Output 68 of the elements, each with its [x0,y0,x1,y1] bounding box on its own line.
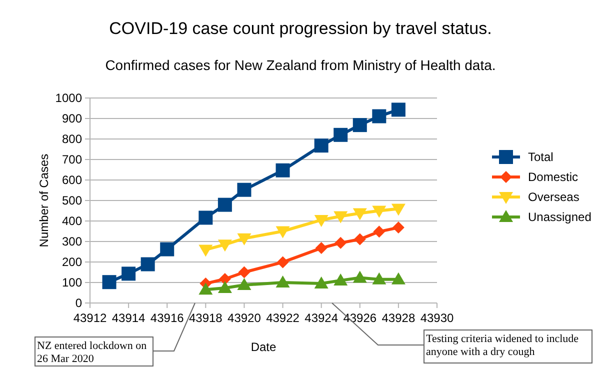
point [352,208,367,220]
point [334,273,348,286]
x-tick-label: 43912 [73,311,108,325]
y-tick-label: 400 [62,214,82,228]
point [218,198,232,212]
point [352,270,367,283]
point [276,163,290,178]
y-tick-label: 700 [62,152,82,166]
point [276,256,289,268]
y-tick-label: 1000 [55,91,82,105]
point [237,233,252,246]
text: Testing criteria widened to include anyone with a dry cough [426,333,579,358]
point [334,211,348,224]
point [237,278,252,290]
y-tick-label: 500 [62,194,82,208]
x-tick-label: 43920 [228,311,262,325]
x-axis-title: Date [250,340,276,354]
point [391,204,406,216]
point [372,272,386,284]
point [198,210,213,225]
point [372,206,386,218]
point [314,276,328,289]
point [314,214,328,227]
legend-label: Overseas [528,190,580,204]
x-tick-label: 43924 [304,311,338,325]
text: NZ entered lockdown on 26 Mar 2020 [37,340,148,365]
point [314,138,328,153]
x-tick-label: 43922 [266,311,300,325]
legend-label: Unassigned [528,210,592,224]
point [391,102,406,117]
point [373,226,386,238]
point [276,276,290,288]
point [334,128,348,142]
point [352,118,367,132]
point [160,242,174,256]
point [238,266,250,278]
point [354,233,366,246]
y-tick-label: 600 [62,173,82,187]
y-tick-label: 800 [62,132,82,146]
chart-subtitle: Confirmed cases for New Zealand from Ministry of Health data. [105,57,496,73]
y-tick-label: 900 [62,112,82,126]
x-tick-label: 43918 [188,311,223,325]
x-tick-label: 43916 [150,311,184,325]
point [198,282,213,295]
point [102,275,116,290]
point [372,109,386,124]
point [198,244,213,257]
legend-label: Total [528,150,554,164]
point [276,226,290,238]
y-tick-label: 200 [62,255,82,269]
y-tick-label: 300 [62,234,82,248]
point [392,222,404,234]
y-axis-title: Number of Cases [37,154,51,248]
chart-title: COVID-19 case count progression by travel status. [109,19,492,38]
point [315,242,328,254]
x-tick-label: 43914 [112,311,146,325]
legend-label: Domestic [528,170,578,184]
point [334,236,347,249]
point [140,257,155,272]
point [122,266,136,281]
y-tick-label: 100 [62,276,82,290]
x-tick-label: 43928 [382,311,416,325]
y-tick-label: 0 [75,296,82,310]
point [391,272,406,284]
point [218,281,232,294]
point [237,182,252,197]
x-tick-label: 43930 [420,311,454,325]
point [218,240,232,252]
